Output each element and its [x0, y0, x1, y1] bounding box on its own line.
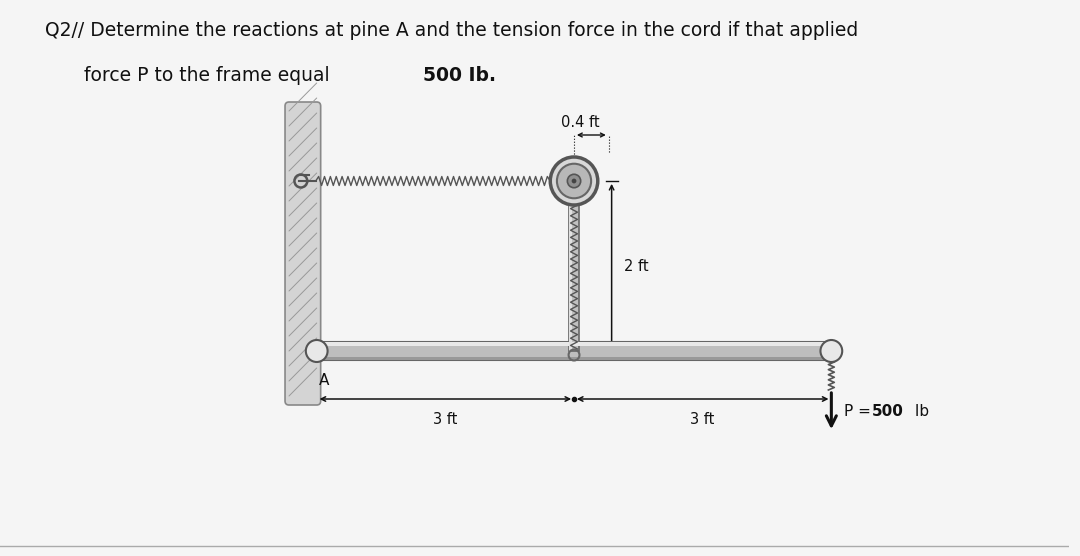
Text: Q2// Determine the reactions at pine A and the tension force in the cord if that: Q2// Determine the reactions at pine A a…	[44, 21, 858, 40]
Text: 500 Ib.: 500 Ib.	[422, 66, 496, 85]
FancyBboxPatch shape	[285, 102, 321, 405]
Circle shape	[306, 340, 327, 362]
Circle shape	[551, 157, 597, 205]
Text: 500: 500	[872, 404, 904, 419]
Text: 3 ft: 3 ft	[433, 412, 458, 427]
Circle shape	[571, 178, 577, 183]
Circle shape	[821, 340, 842, 362]
Bar	[569, 181, 572, 351]
Bar	[316, 356, 832, 360]
Bar	[569, 181, 579, 351]
Text: 2 ft: 2 ft	[623, 259, 648, 274]
Bar	[316, 342, 832, 360]
Circle shape	[557, 163, 591, 198]
Text: 0.4 ft: 0.4 ft	[561, 115, 599, 130]
Bar	[316, 342, 832, 345]
Circle shape	[567, 174, 581, 188]
Text: P =: P =	[845, 404, 876, 419]
Text: force P to the frame equal: force P to the frame equal	[84, 66, 336, 85]
Text: Ib: Ib	[909, 404, 929, 419]
Text: 3 ft: 3 ft	[690, 412, 715, 427]
Text: A: A	[319, 373, 329, 388]
